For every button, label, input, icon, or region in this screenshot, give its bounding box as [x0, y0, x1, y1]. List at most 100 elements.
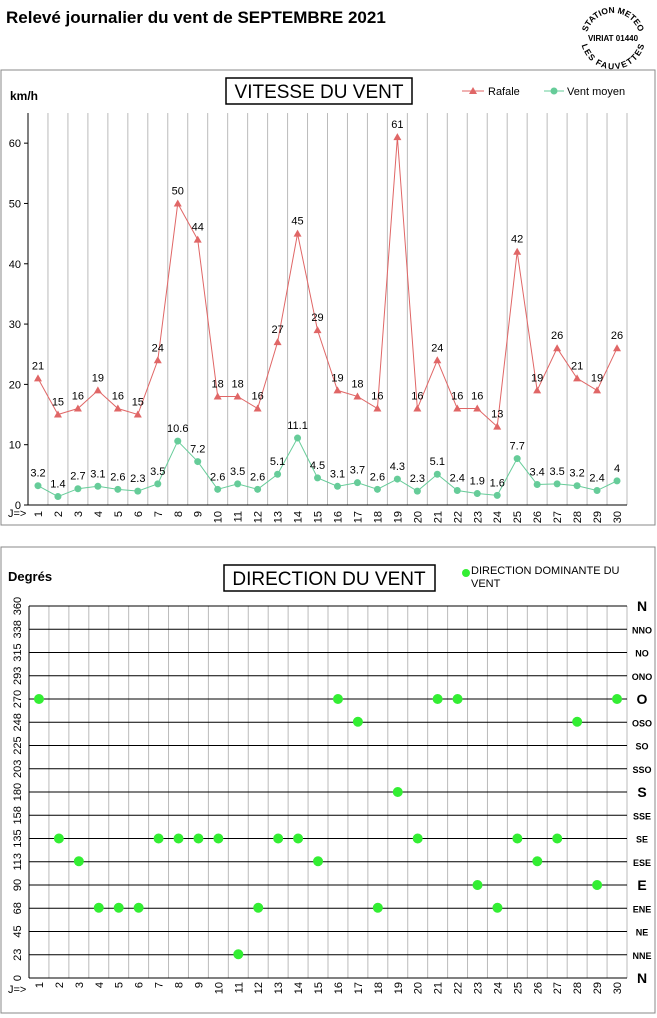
direction-x-tick-label: 10 [213, 982, 225, 994]
rafale-data-label: 19 [92, 372, 104, 384]
direction-x-prefix: J=> [8, 984, 26, 996]
rafale-point [253, 404, 262, 412]
speed-x-tick-label: 19 [392, 511, 404, 523]
speed-x-tick-label: 17 [352, 511, 364, 523]
rafale-data-label: 16 [411, 391, 423, 403]
vent-moyen-data-label: 2.4 [450, 473, 465, 485]
vent-moyen-point [154, 480, 162, 488]
direction-x-tick-label: 23 [473, 982, 485, 994]
speed-x-tick-label: 12 [253, 511, 265, 523]
vent-moyen-point [493, 491, 501, 499]
rafale-point [73, 404, 82, 412]
vent-moyen-data-label: 4 [614, 463, 620, 475]
vent-moyen-point [413, 487, 421, 495]
direction-x-tick-label: 20 [413, 982, 425, 994]
rafale-data-label: 16 [451, 391, 463, 403]
direction-x-tick-label: 1 [34, 982, 46, 988]
vent-moyen-point [94, 482, 102, 490]
rafale-point [113, 404, 122, 412]
direction-x-tick-label: 18 [373, 982, 385, 994]
rafale-data-label: 24 [152, 342, 164, 354]
vent-moyen-point [613, 477, 621, 485]
direction-compass-label: O [637, 691, 648, 707]
direction-y-tick-label: 225 [12, 736, 24, 754]
rafale-data-label: 15 [52, 397, 64, 409]
vent-moyen-point [573, 482, 581, 490]
direction-point [173, 833, 184, 844]
direction-y-tick-label: 270 [12, 690, 24, 708]
speed-x-tick-label: 7 [153, 511, 165, 517]
speed-x-tick-label: 27 [552, 511, 564, 523]
rafale-point [453, 404, 462, 412]
direction-x-tick-label: 5 [114, 982, 126, 988]
rafale-point [33, 374, 42, 382]
direction-point [592, 880, 603, 890]
rafale-point [53, 410, 62, 418]
rafale-point [333, 386, 342, 394]
direction-point [73, 856, 84, 867]
direction-point [293, 833, 304, 844]
direction-y-tick-label: 248 [12, 713, 24, 731]
direction-x-tick-label: 14 [293, 982, 305, 994]
direction-y-tick-label: 23 [12, 949, 24, 961]
rafale-data-label: 19 [591, 372, 603, 384]
speed-chart-title: VITESSE DU VENT [235, 82, 404, 103]
rafale-data-label: 27 [271, 324, 283, 336]
rafale-data-label: 26 [551, 330, 563, 342]
vent-moyen-point [393, 475, 401, 483]
speed-x-tick-label: 5 [113, 511, 125, 517]
rafale-data-label: 44 [192, 222, 204, 234]
legend-rafale-marker [469, 87, 477, 94]
rafale-point [313, 326, 322, 334]
vent-moyen-point [553, 480, 561, 488]
direction-y-tick-label: 293 [12, 667, 24, 685]
vent-moyen-data-label: 3.5 [549, 466, 564, 478]
rafale-point [153, 356, 162, 364]
speed-x-tick-label: 1 [33, 511, 45, 517]
direction-point [193, 833, 204, 844]
speed-x-tick-label: 20 [412, 511, 424, 523]
vent-moyen-point [274, 470, 282, 478]
speed-y-tick-label: 60 [9, 138, 21, 150]
direction-y-tick-label: 360 [12, 597, 24, 615]
direction-x-tick-label: 12 [253, 982, 265, 994]
direction-point [253, 902, 264, 913]
rafale-data-label: 18 [351, 378, 363, 390]
direction-x-tick-label: 19 [393, 982, 405, 994]
direction-x-tick-label: 26 [532, 982, 544, 994]
vent-moyen-point [234, 480, 242, 488]
direction-compass-label: OSO [632, 718, 652, 728]
direction-point [532, 856, 543, 867]
direction-compass-label: NNE [632, 951, 651, 961]
vent-moyen-point [433, 470, 441, 478]
vent-moyen-data-label: 2.6 [110, 471, 125, 483]
rafale-point [433, 356, 442, 364]
direction-x-tick-label: 17 [353, 982, 365, 994]
direction-point [372, 902, 383, 913]
rafale-line [37, 137, 618, 428]
vent-moyen-data-label: 2.6 [210, 471, 225, 483]
direction-point [432, 694, 443, 704]
speed-legend: Rafale Vent moyen [462, 86, 625, 98]
vent-moyen-point [114, 485, 122, 493]
speed-x-tick-label: 18 [372, 511, 384, 523]
vent-moyen-point [214, 485, 222, 493]
rafale-data-label: 50 [172, 185, 184, 197]
direction-y-tick-label: 158 [12, 806, 24, 824]
rafale-data-label: 21 [32, 360, 44, 372]
speed-x-tick-label: 11 [233, 511, 245, 522]
station-stamp: STATION METEO VIRIAT 01440 LES FAUVETTES [580, 5, 647, 71]
vent-moyen-point [194, 458, 202, 466]
speed-x-tick-label: 29 [592, 511, 604, 523]
vent-moyen-data-label: 1.4 [50, 479, 65, 491]
rafale-point [553, 344, 562, 352]
direction-y-tick-label: 203 [12, 760, 24, 778]
vent-moyen-point [254, 485, 262, 493]
rafale-point [513, 247, 522, 255]
direction-x-tick-label: 7 [154, 982, 166, 988]
rafale-point [533, 386, 542, 394]
direction-x-tick-label: 9 [193, 982, 205, 988]
rafale-point [353, 392, 362, 400]
vent-moyen-data-label: 3.7 [350, 465, 365, 477]
vent-moyen-point [353, 479, 361, 487]
